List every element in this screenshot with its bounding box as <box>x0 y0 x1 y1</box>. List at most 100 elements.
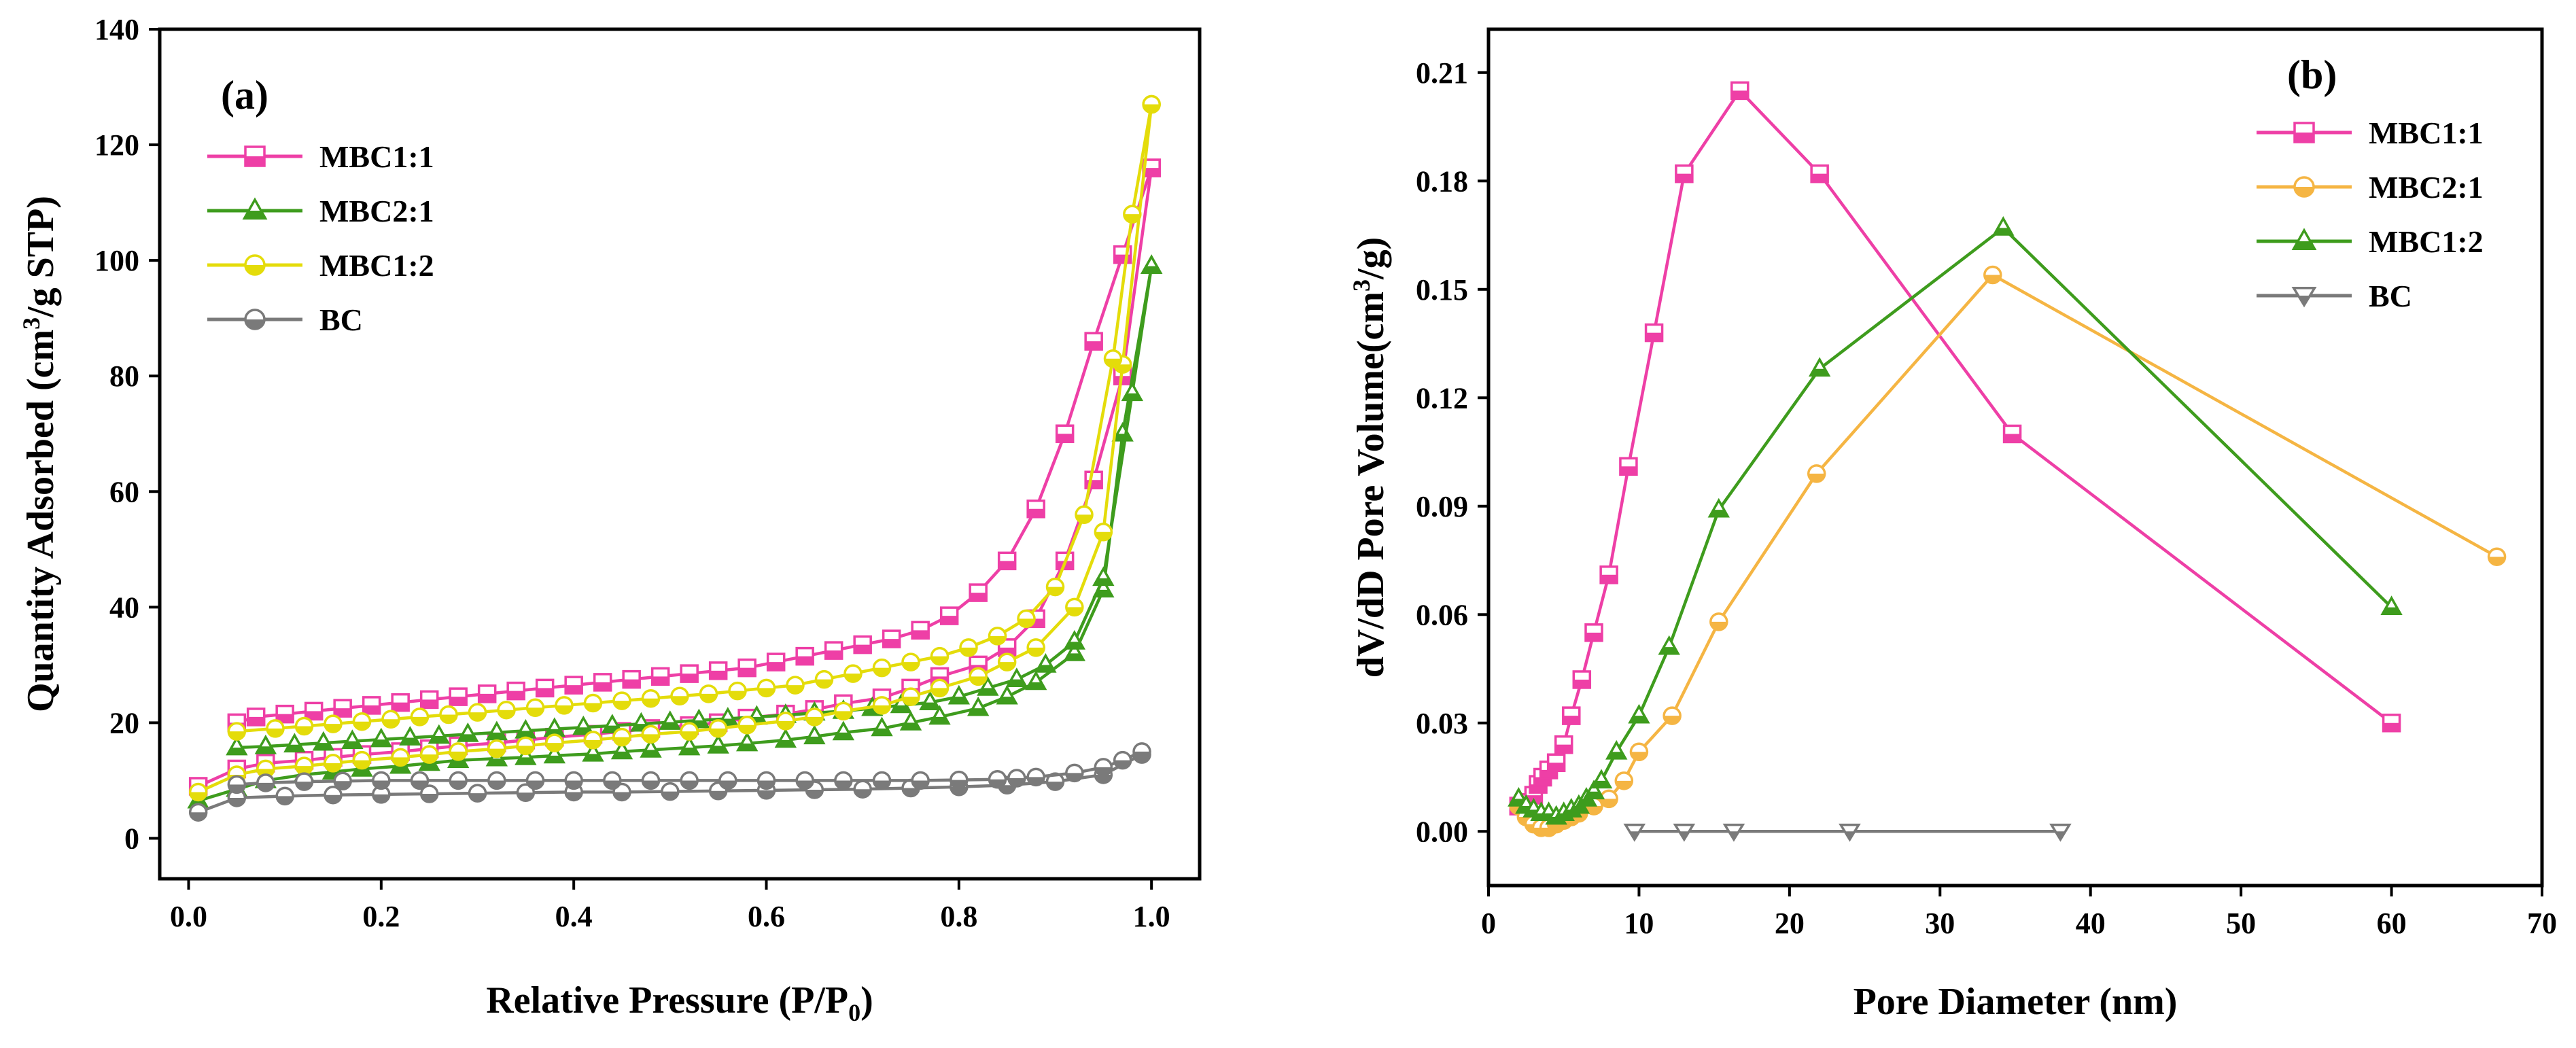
marker-fill <box>421 699 438 708</box>
marker-fill <box>517 792 534 801</box>
marker-fill <box>970 593 987 601</box>
marker-fill <box>420 763 438 770</box>
y-tick-label: 100 <box>94 244 139 277</box>
panel-b-x-axis-title: Pore Diameter (nm) <box>1853 981 2178 1023</box>
marker-fill <box>372 780 389 789</box>
marker-fill <box>372 794 389 803</box>
panel-b-y-axis-title-close: /g) <box>1350 237 1392 280</box>
marker-fill <box>767 662 784 671</box>
marker-fill <box>758 688 775 697</box>
panel-a-y-axis-title: Quantity Adsorbed (cm3/g STP) <box>18 196 62 712</box>
marker-fill <box>604 780 621 789</box>
y-tick-label: 80 <box>109 360 139 393</box>
marker-fill <box>353 721 370 730</box>
marker-fill <box>450 780 467 789</box>
y-tick-label: 40 <box>109 591 139 624</box>
marker-fill <box>930 716 949 724</box>
panel-b-y-axis-title-main: dV/dD Pore Volume(cm <box>1350 292 1392 678</box>
marker-fill <box>1094 578 1113 585</box>
legend-entry: MBC1:1 <box>2257 116 2484 150</box>
marker-fill <box>1026 682 1045 689</box>
marker-fill <box>950 697 969 703</box>
legend-entry: MBC2:1 <box>2257 170 2484 205</box>
marker-fill <box>585 703 602 712</box>
marker-fill <box>729 691 746 699</box>
marker-fill <box>805 736 824 744</box>
marker-fill <box>719 780 736 789</box>
marker-fill <box>845 674 861 682</box>
y-tick-label: 0.18 <box>1416 164 1468 198</box>
marker-fill <box>1808 473 1825 482</box>
marker-fill <box>372 739 391 746</box>
marker-fill <box>245 156 264 166</box>
marker-fill <box>247 716 264 725</box>
marker-fill <box>244 211 266 219</box>
marker-fill <box>517 757 535 765</box>
marker-fill <box>903 788 919 797</box>
marker-fill <box>574 727 593 734</box>
marker-fill <box>709 746 727 753</box>
marker-fill <box>672 696 688 705</box>
marker-fill <box>1143 168 1160 177</box>
marker-fill <box>498 710 515 718</box>
x-tick-label: 0.4 <box>555 900 593 933</box>
legend-label: MBC1:2 <box>319 248 434 283</box>
y-tick-label: 140 <box>94 13 139 46</box>
marker-fill <box>1646 332 1663 341</box>
x-tick-label: 60 <box>2377 907 2407 940</box>
marker-fill <box>873 728 891 735</box>
marker-fill <box>758 780 775 789</box>
marker-fill <box>979 688 997 695</box>
marker-fill <box>584 754 602 761</box>
legend-entry: MBC2:1 <box>207 194 434 228</box>
marker-fill <box>546 743 563 752</box>
marker-fill <box>642 734 659 743</box>
marker-fill <box>430 735 449 743</box>
x-tick-label: 10 <box>1624 907 1654 940</box>
marker-fill <box>1584 791 1603 799</box>
panel-a-series <box>187 94 1163 822</box>
marker-fill <box>969 708 988 715</box>
marker-fill <box>1577 799 1596 806</box>
marker-fill <box>950 780 967 788</box>
marker-fill <box>392 757 409 766</box>
marker-fill <box>1573 679 1590 688</box>
marker-fill <box>989 635 1006 644</box>
marker-fill <box>421 794 438 802</box>
marker-fill <box>353 769 371 776</box>
marker-fill <box>892 705 911 712</box>
legend-label: BC <box>2369 279 2412 313</box>
marker-fill <box>536 688 553 697</box>
marker-fill <box>190 812 207 821</box>
marker-fill <box>989 779 1006 788</box>
marker-fill <box>1630 716 1648 722</box>
marker-fill <box>1095 767 1112 775</box>
marker-fill <box>1095 774 1112 783</box>
legend-label: MBC2:1 <box>2369 170 2484 205</box>
marker-fill <box>585 739 602 748</box>
panel-a-y-axis-title-sup: 3 <box>18 317 45 330</box>
y-tick-label: 0.09 <box>1416 490 1468 523</box>
marker-fill <box>1607 752 1626 758</box>
marker-fill <box>834 732 853 739</box>
marker-fill <box>1563 716 1580 724</box>
marker-fill <box>257 782 274 791</box>
series-BC-a <box>1623 823 2072 842</box>
panel-b-frame <box>1486 27 2544 888</box>
marker-fill <box>391 766 410 773</box>
marker-fill <box>806 716 823 725</box>
marker-fill <box>1066 607 1083 616</box>
marker-fill <box>450 697 467 705</box>
marker-fill <box>970 676 987 685</box>
marker-fill <box>960 647 977 656</box>
marker-fill <box>642 780 659 789</box>
marker-fill <box>2383 722 2400 731</box>
marker-fill <box>1037 665 1055 671</box>
marker-fill <box>245 319 264 329</box>
marker-fill <box>267 728 283 737</box>
marker-fill <box>2295 187 2314 196</box>
marker-fill <box>912 780 929 789</box>
marker-fill <box>710 670 727 679</box>
series-BC-b <box>227 742 1151 794</box>
marker-fill <box>737 744 756 750</box>
